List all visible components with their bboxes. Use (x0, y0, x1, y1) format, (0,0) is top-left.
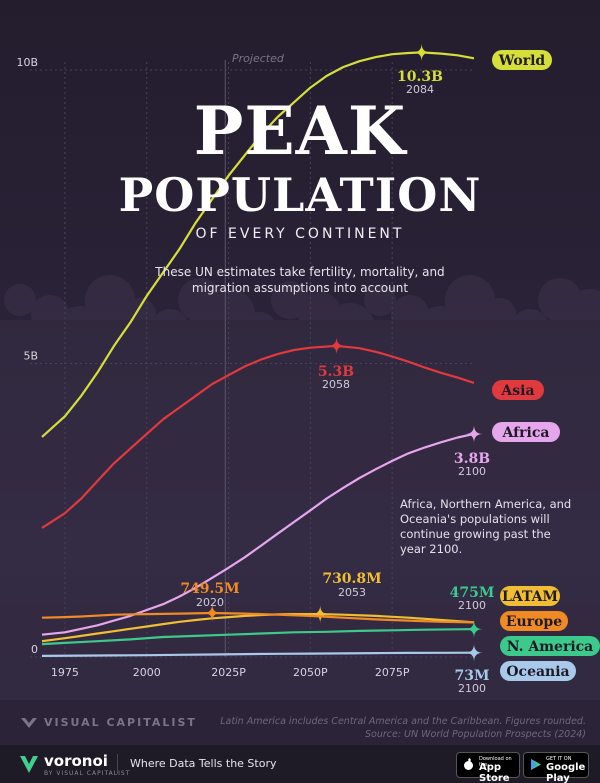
series-name-label: N. America (507, 639, 594, 655)
peak-year-label: 2100 (458, 682, 486, 695)
google-play-button[interactable]: GET IT ON Google Play (523, 752, 589, 783)
title-line3: OF EVERY CONTINENT (195, 226, 405, 242)
series-name-label: World (498, 53, 546, 69)
visual-capitalist-logo-icon (21, 718, 37, 728)
crowd-head (565, 289, 600, 339)
series-name-label: Africa (502, 425, 550, 441)
series-line-asia (41, 344, 475, 529)
series-badge (500, 661, 576, 681)
peak-marker-europe (203, 604, 222, 623)
y-tick-label: 10B (16, 56, 38, 69)
x-tick-label: 1975 (51, 666, 79, 679)
peak-value-label: 5.3B (318, 364, 354, 380)
series-badge (492, 380, 544, 400)
footnote-source: Source: UN World Population Prospects (2… (365, 729, 586, 740)
footnote-latam: Latin America includes Central America a… (220, 716, 586, 727)
peak-marker-latam (311, 605, 330, 624)
subtitle: These UN estimates take fertility, morta… (155, 265, 445, 295)
app-store-button[interactable]: Download on the App Store (456, 752, 520, 783)
peak-marker-oceania (465, 643, 483, 662)
series-line-africa (41, 432, 475, 636)
peak-year-label: 2020 (196, 596, 224, 609)
series-badge (500, 611, 568, 631)
crowd-head (391, 295, 429, 333)
voronoi-logo-icon[interactable] (18, 753, 40, 775)
y-tick-label: 0 (31, 643, 38, 656)
crowd-head (271, 281, 309, 319)
footer-tagline: Where Data Tells the Story (130, 757, 277, 770)
series-line-oceania (41, 651, 475, 657)
africa-note: Africa, Northern America, and Oceania's … (400, 497, 572, 556)
crowd-head (151, 309, 189, 347)
peak-year-label: 2053 (338, 586, 366, 599)
brand-text: VISUAL CAPITALIST (44, 716, 197, 729)
peak-marker-asia (327, 336, 346, 355)
crowd-head (205, 289, 255, 339)
x-tick-label: 2000 (133, 666, 161, 679)
x-tick-label: 2075P (375, 666, 410, 679)
series-name-label: Oceania (506, 664, 569, 680)
title-line2: POPULATION (118, 168, 482, 222)
google-play-large: Google Play (546, 762, 586, 783)
crowd-head (298, 292, 342, 336)
crowd-head (4, 284, 36, 316)
series-line-europe (41, 611, 475, 624)
app-store-small: Download on the (479, 756, 512, 768)
series-line-world (41, 51, 475, 438)
crowd-head (325, 303, 375, 353)
title-line1: PEAK (193, 92, 407, 170)
peak-marker-n-america (465, 620, 483, 639)
peak-value-label: 749.5M (180, 581, 239, 597)
crowd-head (31, 295, 69, 333)
google-play-icon (531, 759, 541, 770)
series-name-label: Asia (500, 383, 534, 399)
series-badge (492, 50, 552, 70)
crowd-head (124, 298, 156, 330)
series-badge (492, 422, 560, 442)
crowd-head (85, 275, 135, 325)
peak-year-label: 2084 (406, 83, 434, 96)
series-line-latam (41, 613, 475, 643)
series-badge (500, 586, 560, 606)
crowd-head (418, 306, 462, 350)
crowd-head (178, 278, 222, 322)
peak-value-label: 73M (455, 668, 490, 684)
crowd-head (484, 298, 516, 330)
peak-value-label: 730.8M (322, 571, 381, 587)
voronoi-sub: BY VISUAL CAPITALIST (44, 770, 131, 777)
peak-year-label: 2100 (458, 465, 486, 478)
app-store-large: App Store (479, 762, 510, 783)
peak-year-label: 2100 (458, 599, 486, 612)
y-tick-label: 5B (23, 350, 38, 363)
voronoi-name[interactable]: voronoi (44, 752, 108, 770)
series-line-n-america (41, 628, 475, 646)
x-tick-label: 2050P (293, 666, 328, 679)
footer-divider (117, 754, 118, 774)
x-tick-label: 2025P (211, 666, 246, 679)
series-badge (500, 636, 600, 656)
crowd-head (511, 309, 549, 347)
series-name-label: Europe (506, 614, 562, 630)
peak-value-label: 475M (450, 585, 495, 601)
peak-marker-world (412, 43, 431, 62)
visual-capitalist-brand: VISUAL CAPITALIST (20, 716, 197, 729)
apple-icon (464, 758, 473, 770)
crowd-head (58, 306, 102, 350)
footer-bar: voronoi BY VISUAL CAPITALIST Where Data … (0, 745, 600, 783)
projected-label: Projected (232, 52, 284, 65)
google-play-small: GET IT ON (546, 756, 572, 762)
crowd-head (538, 278, 582, 322)
peak-marker-africa (465, 424, 483, 443)
series-name-label: LATAM (502, 589, 558, 605)
crowd-head (364, 284, 396, 316)
peak-year-label: 2058 (322, 378, 350, 391)
crowd-head (244, 312, 276, 344)
peak-value-label: 3.8B (454, 451, 490, 467)
crowd-head (445, 275, 495, 325)
peak-value-label: 10.3B (397, 69, 443, 85)
